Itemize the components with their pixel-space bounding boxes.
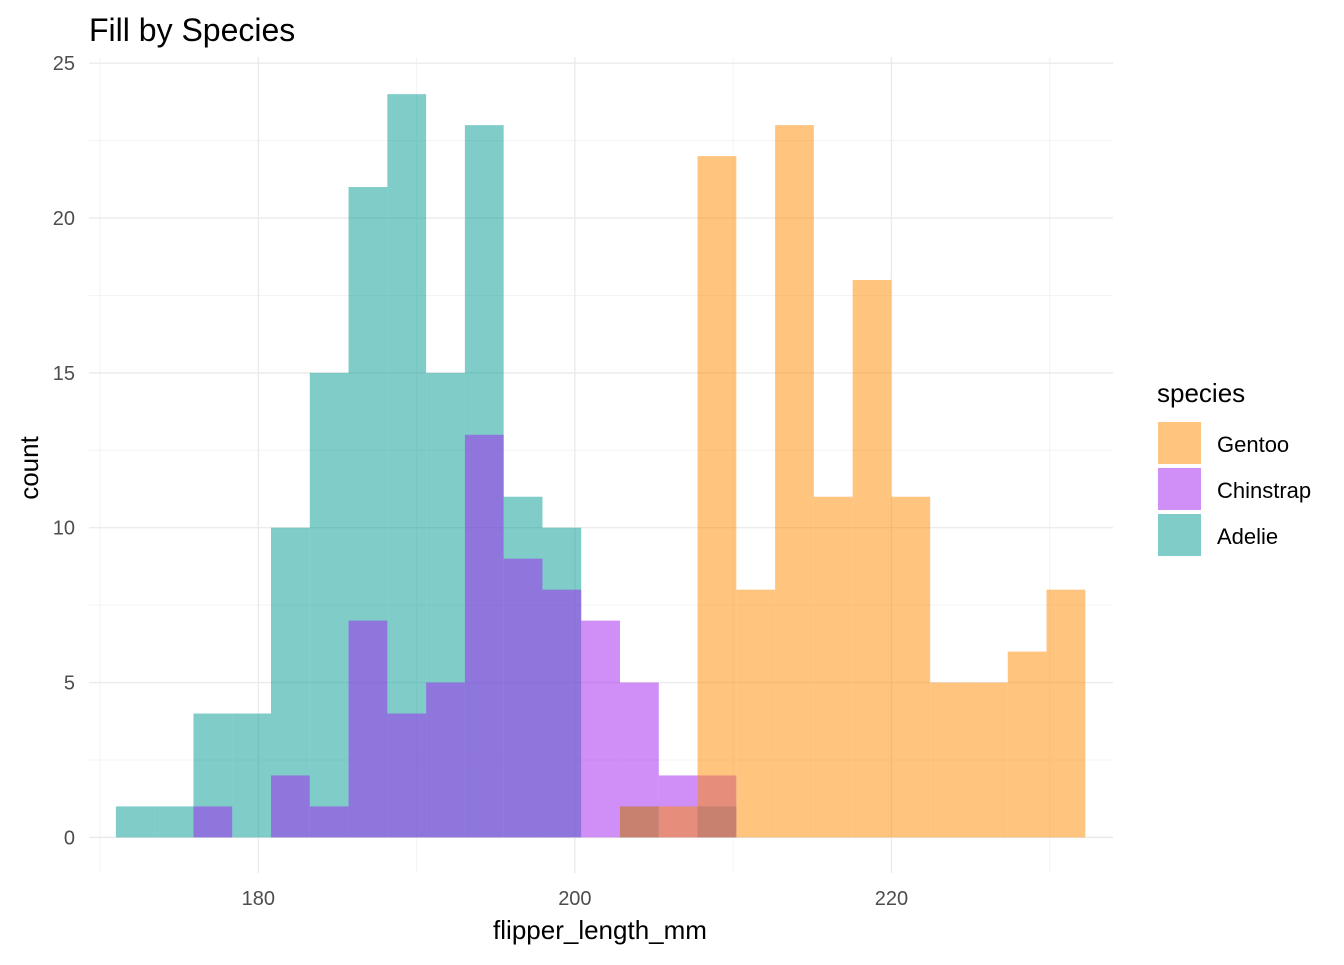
- legend: species Gentoo Chinstrap Adelie: [1157, 378, 1311, 556]
- legend-swatch-gentoo: [1158, 422, 1201, 464]
- histogram-bars: [115, 94, 1086, 838]
- bar-gentoo: [891, 496, 931, 838]
- legend-items: Gentoo Chinstrap Adelie: [1158, 422, 1311, 556]
- bar-chinstrap: [581, 620, 620, 838]
- y-tick-label: 0: [64, 827, 75, 849]
- y-tick-label: 20: [53, 208, 75, 230]
- bar-adelie: [232, 713, 272, 838]
- legend-swatch-adelie: [1158, 514, 1201, 556]
- legend-label-adelie: Adelie: [1217, 524, 1278, 549]
- bar-chinstrap: [309, 806, 349, 838]
- bar-gentoo: [736, 589, 776, 838]
- bar-chinstrap: [503, 558, 543, 838]
- bar-chinstrap: [193, 806, 233, 838]
- y-tick-label: 25: [53, 53, 75, 75]
- x-tick-label: 180: [242, 888, 275, 910]
- bar-adelie: [309, 372, 349, 838]
- bar-chinstrap: [542, 589, 582, 838]
- bar-gentoo: [968, 682, 1008, 838]
- bar-adelie: [115, 806, 155, 838]
- bar-gentoo: [930, 682, 969, 838]
- bar-gentoo: [1007, 651, 1047, 838]
- legend-label-chinstrap: Chinstrap: [1217, 478, 1311, 503]
- y-axis-ticks: 0 5 10 15 20 25: [53, 53, 75, 849]
- bar-gentoo: [813, 496, 853, 838]
- chart-title: Fill by Species: [89, 12, 295, 48]
- x-tick-label: 220: [875, 888, 908, 910]
- bar-chinstrap: [348, 620, 388, 838]
- bar-chinstrap: [464, 434, 504, 838]
- bar-adelie: [154, 806, 194, 838]
- x-axis-ticks: 180 200 220: [242, 888, 908, 910]
- bar-chinstrap: [387, 713, 427, 838]
- bar-gentoo: [852, 279, 892, 838]
- bar-chinstrap: [271, 775, 310, 838]
- series-gentoo: [619, 125, 1086, 838]
- y-axis-title: count: [14, 435, 44, 499]
- bar-gentoo: [775, 125, 814, 838]
- y-tick-label: 15: [53, 363, 75, 385]
- legend-title: species: [1157, 378, 1245, 408]
- bar-gentoo: [1046, 589, 1086, 838]
- grid-lines: [89, 57, 1113, 873]
- y-tick-label: 5: [64, 673, 75, 695]
- bar-chinstrap: [426, 682, 465, 838]
- bar-gentoo: [697, 156, 737, 838]
- legend-label-gentoo: Gentoo: [1217, 432, 1289, 457]
- x-tick-label: 200: [558, 888, 591, 910]
- y-tick-label: 10: [53, 518, 75, 540]
- x-axis-title: flipper_length_mm: [493, 915, 707, 945]
- legend-swatch-chinstrap: [1158, 468, 1201, 510]
- bar-gentoo: [658, 806, 698, 838]
- bar-gentoo: [619, 806, 659, 838]
